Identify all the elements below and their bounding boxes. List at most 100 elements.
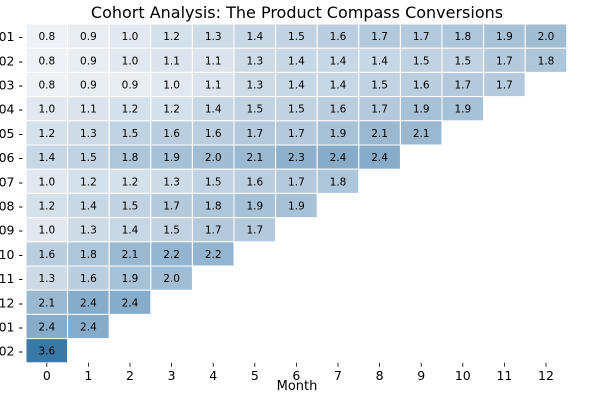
heatmap-cell xyxy=(399,120,443,146)
cell-value-label: 1.6 xyxy=(80,273,97,285)
cell-value-label: 0.8 xyxy=(38,80,55,92)
heatmap-cell xyxy=(150,217,193,243)
cell-value-label: 1.8 xyxy=(538,55,555,67)
cell-value-label: 2.4 xyxy=(38,322,55,334)
heatmap-cell xyxy=(191,120,235,146)
x-tick-label: 0 xyxy=(43,368,51,383)
cell-value-label: 1.2 xyxy=(122,176,139,188)
x-tick-label: 11 xyxy=(496,368,512,383)
heatmap-cell xyxy=(441,96,485,122)
cell-value-label: 1.1 xyxy=(205,80,222,92)
cell-value-label: 2.1 xyxy=(246,152,263,164)
heatmap-cell xyxy=(275,96,318,122)
cell-value-label: 1.9 xyxy=(454,104,471,116)
heatmap-cell xyxy=(67,144,110,170)
heatmap-cell xyxy=(67,217,110,243)
heatmap-cell xyxy=(358,144,401,170)
cell-value-label: 1.9 xyxy=(163,152,180,164)
cell-value-label: 1.3 xyxy=(80,225,97,237)
cell-value-label: 1.3 xyxy=(246,80,263,92)
heatmap-cell xyxy=(150,168,193,194)
cell-value-label: 1.5 xyxy=(371,80,388,92)
heatmap-cell xyxy=(233,168,277,194)
cell-value-label: 3.6 xyxy=(38,346,55,358)
y-tick-label: 4-11 - xyxy=(0,271,23,286)
heatmap-cell xyxy=(524,47,568,73)
y-tick-label: 4-10 - xyxy=(0,247,23,262)
cell-value-label: 1.9 xyxy=(288,201,305,213)
cell-value-label: 1.3 xyxy=(205,31,222,43)
cell-value-label: 1.4 xyxy=(246,31,263,43)
x-tick-label: 8 xyxy=(376,368,384,383)
heatmap-cell xyxy=(67,265,110,291)
cell-value-label: 1.8 xyxy=(330,176,347,188)
cell-value-label: 2.1 xyxy=(38,297,55,309)
heatmap-cell xyxy=(191,241,235,267)
heatmap-cell xyxy=(25,192,69,219)
heatmap-cell xyxy=(150,120,193,146)
cell-value-label: 2.4 xyxy=(80,322,97,334)
cell-value-label: 1.7 xyxy=(496,55,513,67)
heatmap-cell xyxy=(191,71,235,98)
cell-value-label: 1.5 xyxy=(122,201,139,213)
cell-value-label: 2.4 xyxy=(330,152,347,164)
heatmap-cell xyxy=(399,96,443,122)
heatmap-cell xyxy=(108,289,152,315)
heatmap-cell xyxy=(191,144,235,170)
heatmap-cell xyxy=(316,47,360,73)
heatmap-cell xyxy=(67,192,110,219)
cell-value-label: 1.0 xyxy=(122,31,139,43)
cell-value-label: 1.9 xyxy=(496,31,513,43)
cell-value-label: 1.7 xyxy=(371,31,388,43)
cell-value-label: 0.9 xyxy=(80,55,97,67)
heatmap-cell xyxy=(483,71,526,98)
heatmap-cell xyxy=(25,289,69,315)
heatmap-cells: 0.8 0.9 1.0 1.2 1.3 1.4 1.5 1.6 1.7 1.7 1.8 1.9 2.0 0… xyxy=(25,23,568,364)
heatmap-cell xyxy=(275,144,318,170)
cell-value-label: 1.1 xyxy=(80,104,97,116)
heatmap-cell xyxy=(25,168,69,194)
cell-value-label: 1.9 xyxy=(246,201,263,213)
heatmap-cell xyxy=(108,192,152,219)
heatmap-cell xyxy=(25,120,69,146)
cell-value-label: 1.3 xyxy=(38,273,55,285)
x-tick-label: 3 xyxy=(168,368,176,383)
heatmap-cell xyxy=(25,313,69,340)
cell-value-label: 1.7 xyxy=(496,80,513,92)
heatmap-cell xyxy=(150,265,193,291)
cell-value-label: 1.2 xyxy=(38,201,55,213)
y-tick-label: 4-02 - xyxy=(0,53,23,68)
x-tick-label: 1 xyxy=(84,368,92,383)
heatmap-cell xyxy=(358,96,401,122)
y-tick-label: 4-06 - xyxy=(0,150,23,165)
cell-value-label: 1.2 xyxy=(163,104,180,116)
heatmap-cell xyxy=(441,71,485,98)
y-tick-label: 5-02 - xyxy=(0,344,23,359)
cell-value-label: 1.0 xyxy=(122,55,139,67)
heatmap-cell xyxy=(275,120,318,146)
x-tick-label: 4 xyxy=(209,368,217,383)
cell-value-label: 1.7 xyxy=(413,31,430,43)
cell-value-label: 1.5 xyxy=(288,31,305,43)
heatmap-cell xyxy=(25,265,69,291)
cell-value-label: 1.2 xyxy=(122,104,139,116)
heatmap-cell xyxy=(233,120,277,146)
heatmap-cell xyxy=(316,96,360,122)
cell-value-label: 1.9 xyxy=(330,128,347,140)
cell-value-label: 1.9 xyxy=(122,273,139,285)
cell-value-label: 2.0 xyxy=(163,273,180,285)
cell-value-label: 1.4 xyxy=(122,225,139,237)
cell-value-label: 1.6 xyxy=(246,176,263,188)
cell-value-label: 1.2 xyxy=(38,128,55,140)
y-tick-label: 4-08 - xyxy=(0,199,23,214)
cell-value-label: 1.5 xyxy=(246,104,263,116)
cell-value-label: 0.9 xyxy=(122,80,139,92)
y-tick-label: 4-07 - xyxy=(0,174,23,189)
heatmap-cell xyxy=(358,47,401,73)
heatmap-cell xyxy=(25,338,69,364)
x-tick-label: 9 xyxy=(417,368,425,383)
cell-value-label: 1.0 xyxy=(38,176,55,188)
cell-value-label: 0.9 xyxy=(80,80,97,92)
heatmap-cell xyxy=(233,192,277,219)
